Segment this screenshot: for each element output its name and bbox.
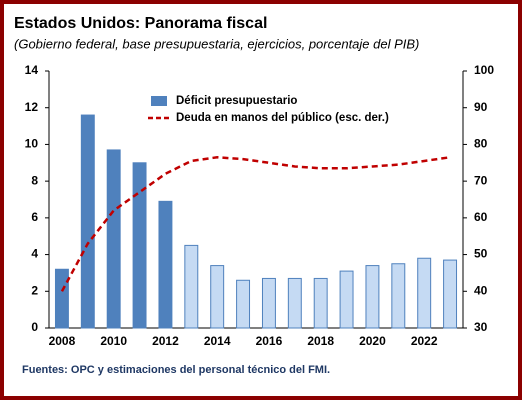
x-tick-label: 2012: [152, 334, 179, 348]
bar: [261, 277, 276, 329]
legend-swatch: [151, 96, 167, 106]
bar: [339, 270, 354, 329]
x-tick-label: 2022: [411, 334, 438, 348]
y2-tick-label: 30: [474, 320, 488, 334]
x-tick-label: 2016: [256, 334, 283, 348]
chart-title: Estados Unidos: Panorama fiscal: [14, 15, 267, 32]
bar: [236, 279, 251, 329]
y-tick-label: 10: [25, 137, 39, 151]
bar: [391, 263, 406, 329]
chart-subtitle: (Gobierno federal, base presupuestaria, …: [14, 36, 419, 51]
bar: [365, 265, 380, 329]
y2-tick-label: 80: [474, 137, 488, 151]
y-tick-label: 4: [31, 247, 38, 261]
x-tick-label: 2018: [307, 334, 334, 348]
y2-tick-label: 60: [474, 210, 488, 224]
y2-tick-label: 70: [474, 173, 488, 187]
legend-label: Deuda en manos del público (esc. der.): [176, 112, 389, 124]
bar: [132, 162, 147, 329]
bar: [287, 277, 302, 329]
y-tick-label: 14: [25, 63, 39, 77]
y-tick-label: 6: [31, 210, 38, 224]
bar: [417, 257, 432, 329]
y-tick-label: 0: [31, 320, 38, 334]
legend-label: Déficit presupuestario: [176, 95, 297, 107]
bar: [106, 149, 121, 329]
footnote: Fuentes: OPC y estimaciones del personal…: [22, 364, 330, 376]
y-tick-label: 2: [31, 283, 38, 297]
y-tick-label: 12: [25, 100, 39, 114]
bar: [54, 268, 69, 329]
y-tick-label: 8: [31, 173, 38, 187]
y2-tick-label: 50: [474, 247, 488, 261]
bar: [313, 277, 328, 329]
x-tick-label: 2010: [100, 334, 127, 348]
x-tick-label: 2020: [359, 334, 386, 348]
bar: [210, 265, 225, 329]
y2-tick-label: 90: [474, 100, 488, 114]
bar: [158, 200, 173, 329]
bar: [443, 259, 458, 329]
x-tick-label: 2008: [49, 334, 76, 348]
y2-tick-label: 40: [474, 283, 488, 297]
x-tick-label: 2014: [204, 334, 231, 348]
y2-tick-label: 100: [474, 63, 494, 77]
bar: [80, 114, 95, 329]
bar: [184, 244, 199, 329]
line: [60, 156, 451, 292]
